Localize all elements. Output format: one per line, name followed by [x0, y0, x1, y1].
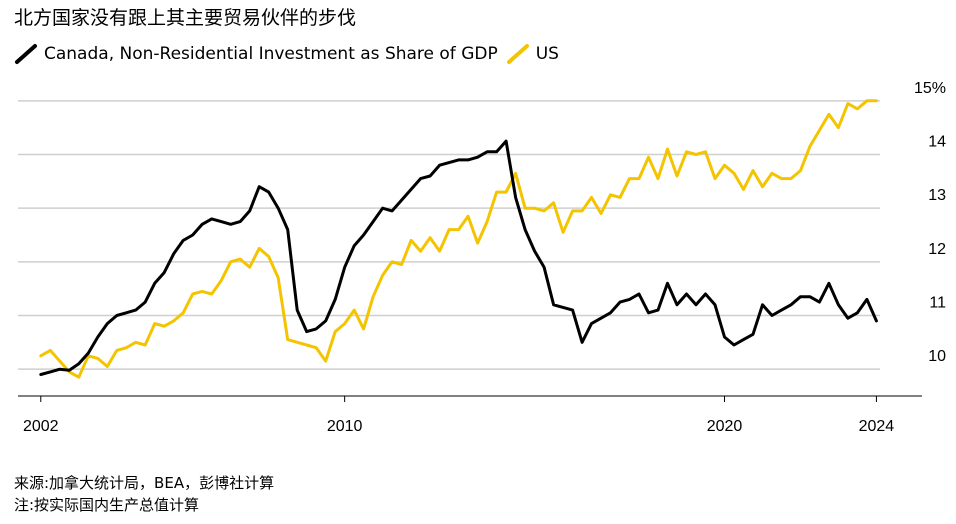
- legend-label-canada: Canada, Non-Residential Investment as Sh…: [44, 44, 498, 64]
- y-tick-label: 14: [928, 134, 946, 151]
- x-axis: [18, 395, 922, 402]
- legend-swatch-us: [506, 44, 529, 64]
- legend-swatch-canada: [15, 44, 37, 64]
- legend-item-canada: Canada, Non-Residential Investment as Sh…: [14, 43, 498, 65]
- y-gridlines: [18, 100, 880, 370]
- y-tick-label: 13: [928, 187, 946, 204]
- y-tick-label: 11: [929, 295, 946, 312]
- x-tick-label: 2002: [23, 418, 59, 435]
- x-tick-label: 2020: [707, 418, 743, 435]
- tick-labels: 15% 14 13 12 11 10 2002 2010 2020 2024: [23, 80, 946, 435]
- y-tick-label: 12: [928, 241, 946, 258]
- legend-label-us: US: [535, 44, 559, 64]
- x-tick-label: 2024: [859, 418, 895, 435]
- y-tick-label: 15%: [914, 80, 946, 97]
- x-tick-label: 2010: [327, 418, 363, 435]
- chart-title: 北方国家没有跟上其主要贸易伙伴的步伐: [14, 7, 357, 29]
- series-line-canada: [39, 139, 878, 376]
- legend-item-us: US: [506, 43, 559, 65]
- source-note: 来源:加拿大统计局，BEA，彭博社计算: [14, 474, 275, 492]
- series-lines: [39, 99, 878, 379]
- chart-legend: Canada, Non-Residential Investment as Sh…: [14, 42, 567, 66]
- series-line-us: [39, 99, 878, 379]
- y-tick-label: 10: [928, 348, 946, 365]
- footnote: 注:按实际国内生产总值计算: [14, 496, 200, 514]
